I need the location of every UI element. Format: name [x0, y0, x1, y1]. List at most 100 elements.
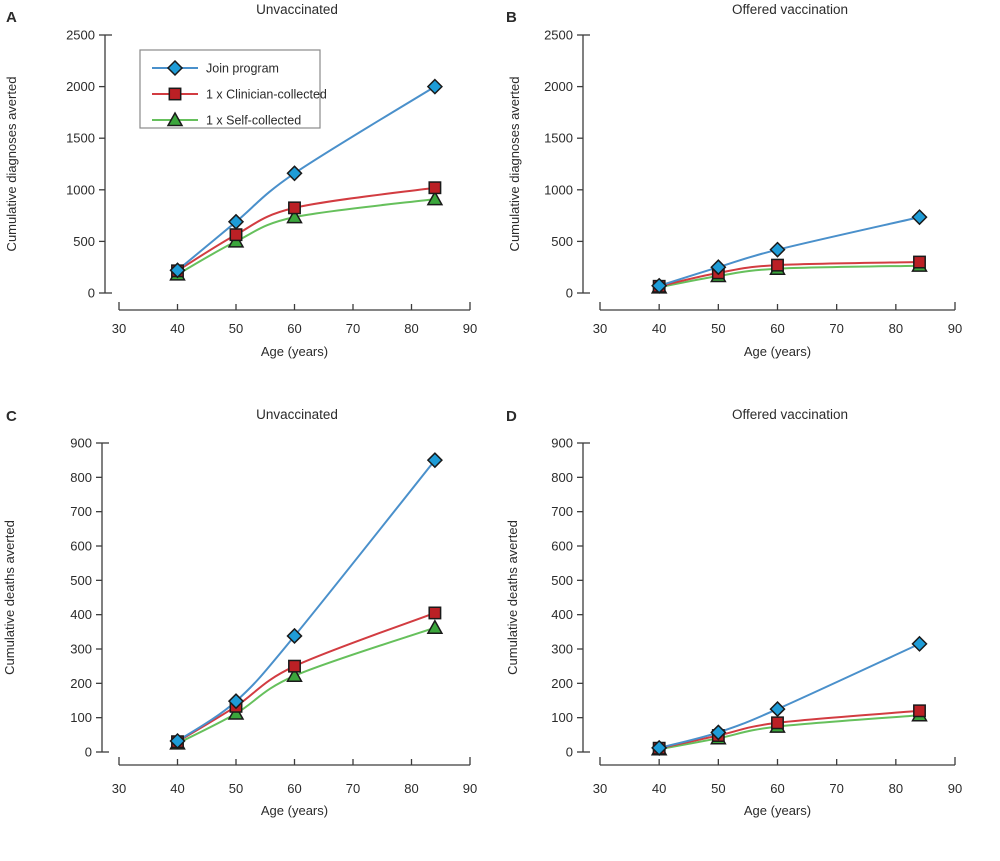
x-tick-label: 80 — [889, 781, 903, 796]
x-tick-label: 90 — [463, 781, 477, 796]
y-tick-label: 0 — [566, 286, 573, 301]
x-tick-label: 60 — [287, 781, 301, 796]
y-tick-label: 600 — [551, 539, 573, 554]
square-marker — [771, 258, 784, 272]
y-tick-label: 500 — [73, 234, 95, 249]
x-tick-label: 40 — [652, 321, 666, 336]
series-line — [177, 198, 436, 276]
square-marker — [428, 606, 442, 620]
triangle-marker — [166, 111, 184, 127]
diamond-marker — [769, 701, 786, 718]
x-tick-label: 90 — [948, 321, 962, 336]
series-line — [658, 261, 920, 288]
diamond-marker — [227, 693, 245, 710]
y-tick-label: 500 — [70, 573, 92, 588]
series-markers — [651, 209, 928, 294]
x-tick-label: 70 — [829, 781, 843, 796]
y-tick-label: 800 — [551, 470, 573, 485]
square-marker — [913, 255, 926, 269]
panel-letter: B — [506, 9, 517, 26]
y-tick-label: 1000 — [66, 182, 95, 197]
x-tick-label: 80 — [889, 321, 903, 336]
y-tick-label: 600 — [70, 539, 92, 554]
x-tick-label: 90 — [463, 321, 477, 336]
x-tick-label: 40 — [652, 781, 666, 796]
x-tick-label: 60 — [770, 781, 784, 796]
x-tick-label: 70 — [829, 321, 843, 336]
x-axis-title: Age (years) — [261, 803, 328, 818]
series-markers — [169, 452, 443, 750]
y-tick-label: 400 — [70, 607, 92, 622]
series-line — [658, 264, 920, 289]
series-markers — [169, 78, 443, 279]
y-tick-label: 700 — [70, 504, 92, 519]
panel-offered-vaccination-diagnoses: B Offered vaccination 0 500 1000 1500 2000 2500… — [506, 2, 962, 359]
x-tick-label: 30 — [112, 321, 126, 336]
x-tick-label: 40 — [170, 781, 184, 796]
series-line — [176, 85, 436, 272]
y-axis-title: Cumulative deaths averted — [505, 520, 520, 675]
x-axis: 30 40 50 60 70 80 90 Age (years) — [593, 302, 962, 359]
series-line — [176, 186, 436, 272]
series-line — [177, 626, 436, 745]
y-tick-label: 0 — [566, 745, 573, 760]
panel-offered-vaccination-deaths: D Offered vaccination 0 100 200 300 400 500 600 7… — [505, 407, 962, 818]
panel-letter: D — [506, 408, 517, 425]
series-line — [176, 459, 436, 742]
x-tick-label: 70 — [346, 781, 360, 796]
x-tick-label: 50 — [229, 321, 243, 336]
x-axis: 30 40 50 60 70 80 90 Age (years) — [112, 757, 477, 818]
x-tick-label: 70 — [346, 321, 360, 336]
series-markers — [169, 619, 444, 750]
y-tick-label: 0 — [85, 745, 92, 760]
diamond-marker — [710, 724, 727, 741]
y-tick-label: 500 — [551, 234, 573, 249]
y-tick-label: 500 — [551, 573, 573, 588]
y-tick-label: 2500 — [66, 28, 95, 43]
y-tick-label: 100 — [70, 710, 92, 725]
x-tick-label: 80 — [404, 321, 418, 336]
y-tick-label: 2500 — [544, 28, 573, 43]
diamond-marker — [651, 739, 668, 756]
y-tick-label: 1000 — [544, 182, 573, 197]
triangle-marker — [426, 190, 444, 206]
diamond-marker — [426, 452, 443, 469]
diamond-marker — [286, 165, 303, 182]
triangle-marker — [286, 208, 303, 224]
legend: Join program 1 x Clinician-collected 1 x S… — [139, 49, 327, 129]
panel-title: Unvaccinated — [256, 407, 338, 422]
series-line — [658, 714, 920, 751]
x-tick-label: 50 — [229, 781, 243, 796]
panel-unvaccinated-deaths: C Unvaccinated 0 100 200 300 400 500 600 700 800 90… — [2, 407, 477, 818]
y-axis: 0 500 1000 1500 2000 2500 Cumulative diagnoses… — [507, 28, 590, 301]
y-tick-label: 100 — [551, 710, 573, 725]
x-axis-title: Age (years) — [261, 344, 328, 359]
series-markers — [652, 704, 926, 755]
diamond-marker — [166, 59, 184, 77]
diamond-marker — [911, 209, 928, 226]
diamond-marker — [286, 627, 303, 645]
y-tick-label: 0 — [88, 286, 95, 301]
x-tick-label: 60 — [287, 321, 301, 336]
series-line — [658, 642, 920, 749]
y-tick-label: 200 — [551, 676, 573, 691]
y-tick-label: 300 — [551, 642, 573, 657]
y-tick-label: 900 — [70, 436, 92, 451]
y-tick-label: 200 — [70, 676, 92, 691]
square-marker — [229, 228, 243, 242]
diamond-marker — [169, 262, 186, 279]
diamond-marker — [651, 277, 668, 294]
y-tick-label: 2000 — [66, 79, 95, 94]
panel-title: Unvaccinated — [256, 2, 338, 17]
legend-label: 1 x Self-collected — [206, 114, 301, 128]
series-markers — [650, 706, 928, 756]
square-marker — [428, 181, 442, 195]
x-axis: 30 40 50 60 70 80 90 Age (years) — [593, 757, 962, 818]
x-tick-label: 50 — [711, 321, 725, 336]
x-tick-label: 40 — [170, 321, 184, 336]
x-tick-label: 90 — [948, 781, 962, 796]
y-tick-label: 700 — [551, 504, 573, 519]
square-marker — [168, 87, 182, 101]
square-marker — [288, 659, 301, 673]
diamond-marker — [227, 213, 245, 230]
